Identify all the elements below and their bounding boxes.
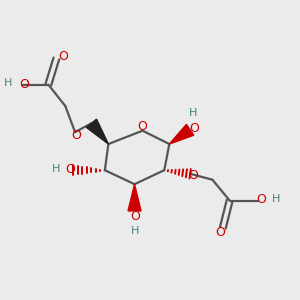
- Text: O: O: [138, 120, 148, 133]
- Text: O: O: [71, 129, 81, 142]
- Text: O: O: [65, 163, 75, 176]
- Text: H: H: [4, 78, 13, 88]
- Text: O: O: [58, 50, 68, 63]
- Polygon shape: [128, 184, 141, 211]
- Text: O: O: [19, 78, 29, 91]
- Text: H: H: [189, 108, 197, 118]
- Text: O: O: [188, 169, 198, 182]
- Text: O: O: [130, 210, 140, 223]
- Text: H: H: [52, 164, 60, 174]
- Text: O: O: [189, 122, 199, 135]
- Polygon shape: [86, 119, 108, 144]
- Text: H: H: [272, 194, 280, 204]
- Text: O: O: [215, 226, 225, 239]
- Text: H: H: [131, 226, 139, 236]
- Text: O: O: [256, 193, 266, 206]
- Polygon shape: [169, 124, 194, 144]
